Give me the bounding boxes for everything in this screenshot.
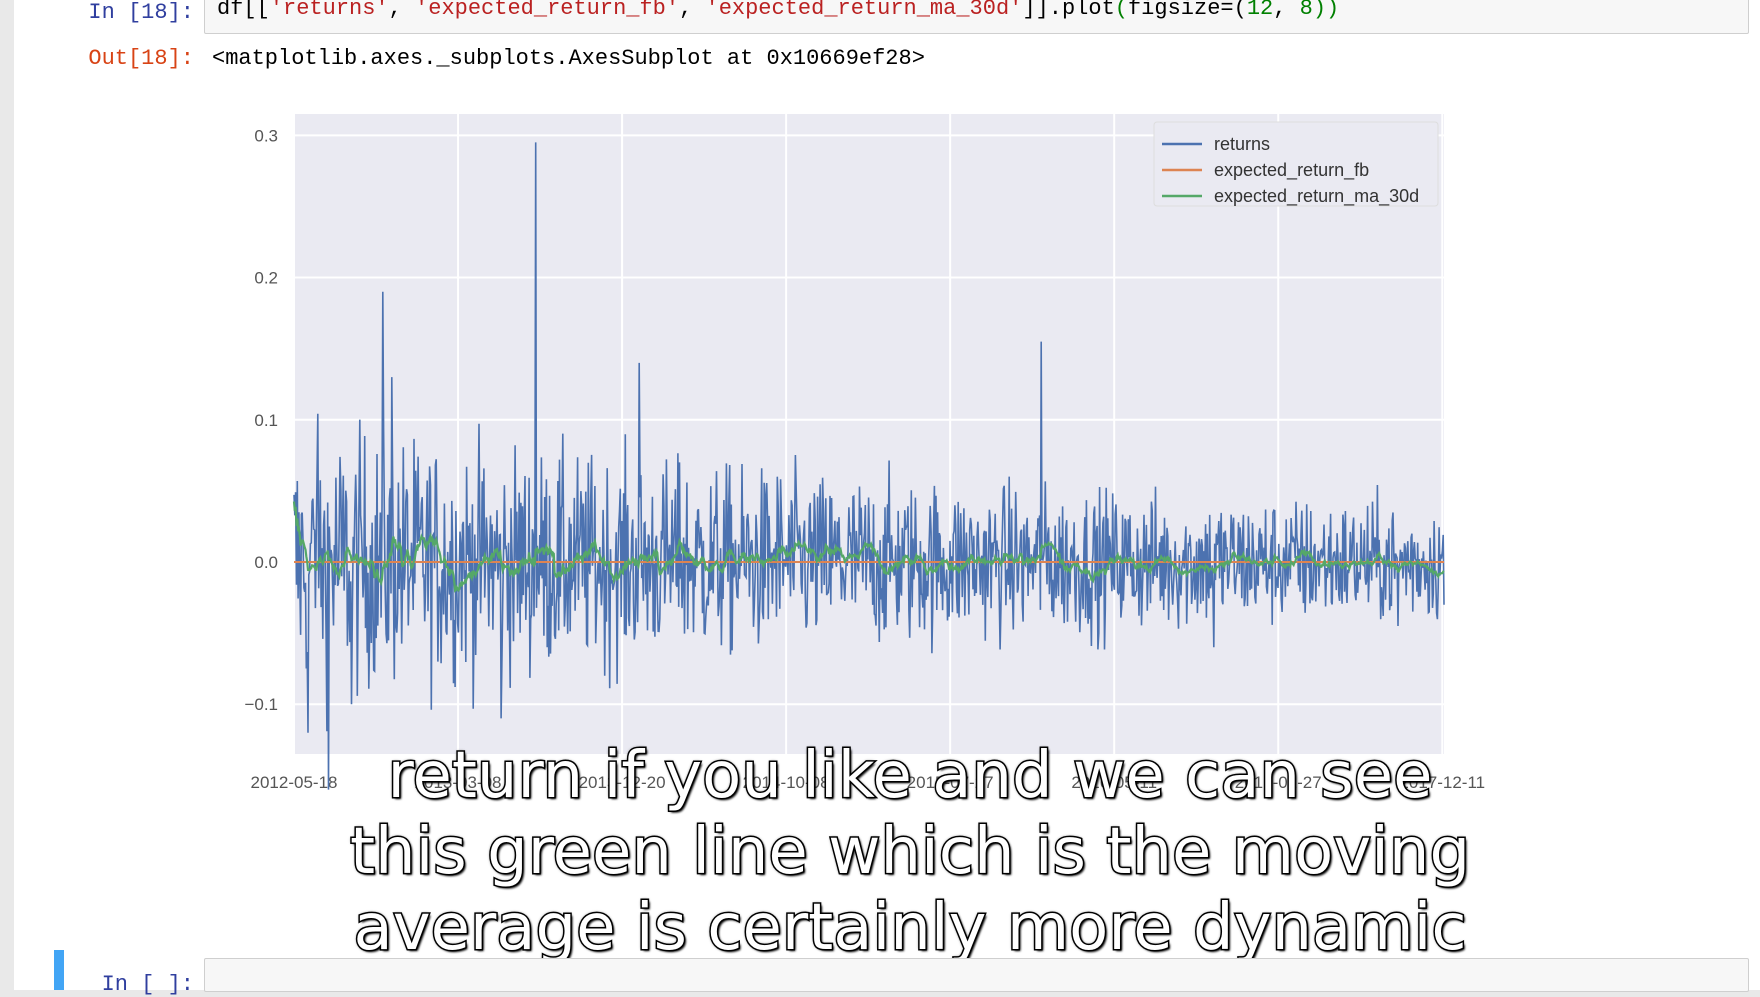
x-tick-label: 2017-02-27 (1235, 773, 1322, 792)
code-token: df[[ (217, 0, 270, 21)
subtitle-line: average is certainly more dynamic (352, 890, 1468, 967)
code-token: ]].plot (1022, 0, 1115, 21)
input-cell[interactable]: In [18]: df[['returns', 'expected_return… (14, 0, 1760, 36)
code-token: 'returns' (269, 0, 389, 21)
code-token: figsize=( (1127, 0, 1247, 21)
output-text: <matplotlib.axes._subplots.AxesSubplot a… (212, 46, 925, 71)
legend-label: expected_return_ma_30d (1214, 186, 1419, 207)
code-token: 12 (1246, 0, 1274, 21)
x-tick-label: 2017-12-11 (1399, 773, 1485, 792)
y-tick-label: −0.1 (244, 695, 278, 714)
y-axis: 0.3 0.2 0.1 0.0 −0.1 (244, 126, 278, 714)
subtitle-line: return if you like and we can see (386, 738, 1434, 815)
y-tick-label: 0.2 (254, 269, 278, 288)
code-token: 'expected_return_ma_30d' (705, 0, 1023, 21)
legend: returns expected_return_fb expected_return… (1153, 121, 1439, 207)
y-tick-label: 0.0 (254, 553, 278, 572)
notebook: In [18]: df[['returns', 'expected_return… (14, 0, 1760, 997)
code-input[interactable]: df[['returns', 'expected_return_fb', 'ex… (204, 0, 1749, 34)
legend-box (1153, 121, 1439, 207)
output-prompt: Out[18]: (88, 46, 194, 71)
code-token: , (388, 0, 416, 21)
x-tick-label: 2013-03-08 (415, 773, 502, 792)
empty-input-cell[interactable]: In [ ]: (28, 950, 1760, 997)
x-tick-label: 2014-10-08 (743, 773, 830, 792)
y-tick-label: 0.3 (254, 126, 278, 145)
cell-selection-bar (54, 950, 64, 990)
legend-label: expected_return_fb (1214, 160, 1369, 181)
code-input[interactable] (204, 958, 1749, 992)
code-token: )) (1312, 0, 1340, 21)
code-token: 'expected_return_fb' (415, 0, 680, 21)
x-axis: 2012-05-18 2013-03-08 2013-12-20 2014-10-08… (251, 773, 1486, 792)
input-prompt: In [ ]: (101, 972, 194, 997)
x-tick-label: 2012-05-18 (251, 773, 338, 792)
code-token: 8 (1299, 0, 1313, 21)
code-token: , (679, 0, 706, 21)
input-prompt: In [18]: (88, 0, 194, 25)
video-subtitle: return if you like and we can see this g… (234, 738, 1586, 967)
x-tick-label: 2015-07-27 (907, 773, 994, 792)
code-token: ( (1114, 0, 1128, 21)
y-tick-label: 0.1 (254, 411, 278, 430)
series-lines (292, 142, 1445, 790)
series-line-expected-return-ma-30d (292, 501, 1445, 593)
x-tick-label: 2016-05-11 (1071, 773, 1157, 792)
x-tick-label: 2013-12-20 (579, 773, 666, 792)
plot-area (294, 114, 1444, 754)
legend-label: returns (1214, 134, 1270, 154)
code-token: , (1273, 0, 1300, 21)
gridlines (293, 114, 1444, 754)
subtitle-line: this green line which is the moving (348, 814, 1471, 891)
line-chart: 0.30.20.10.0−0.1 2012-05-18 2013-03-08 201… (244, 114, 1486, 792)
